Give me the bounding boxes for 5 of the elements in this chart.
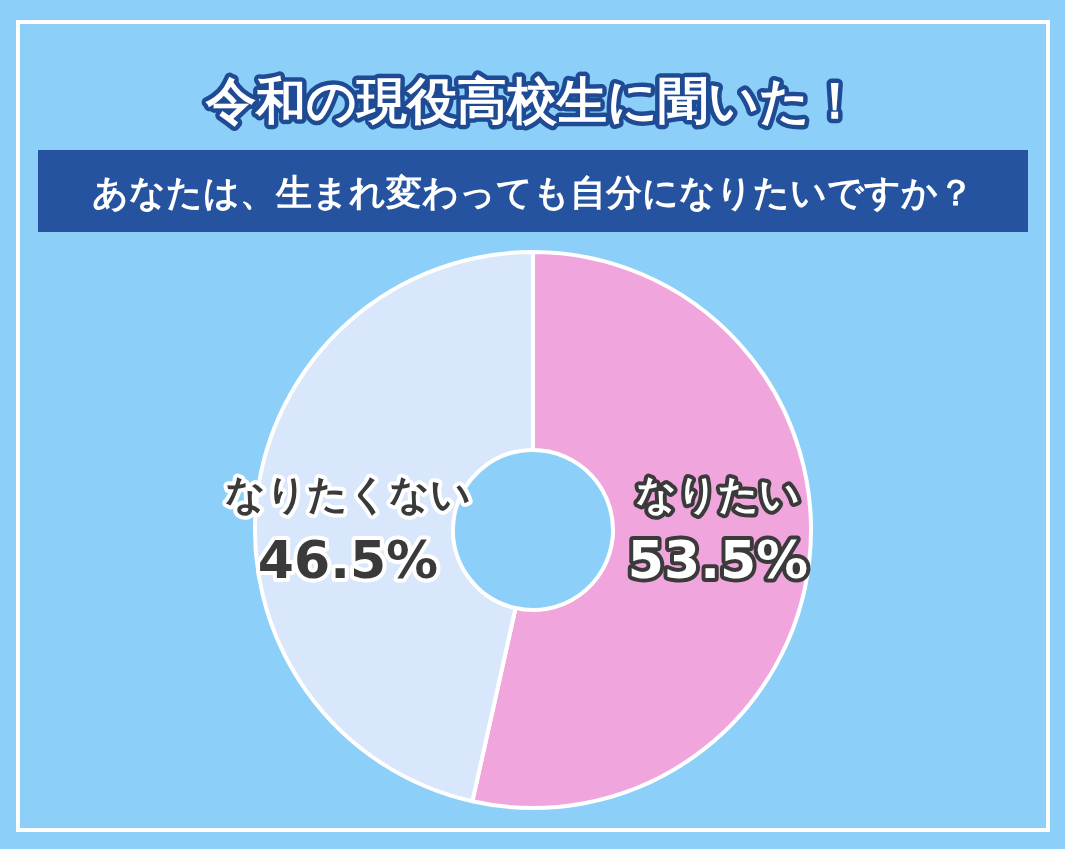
data-label: 53.5% (627, 530, 809, 590)
slice-label: なりたい (636, 471, 800, 517)
chart-subtitle: あなたは、生まれ変わっても自分になりたいですか？ (91, 172, 974, 213)
data-label: 46.5% (257, 530, 439, 590)
chart-title: 令和の現役高校生に聞いた！ (204, 72, 860, 130)
